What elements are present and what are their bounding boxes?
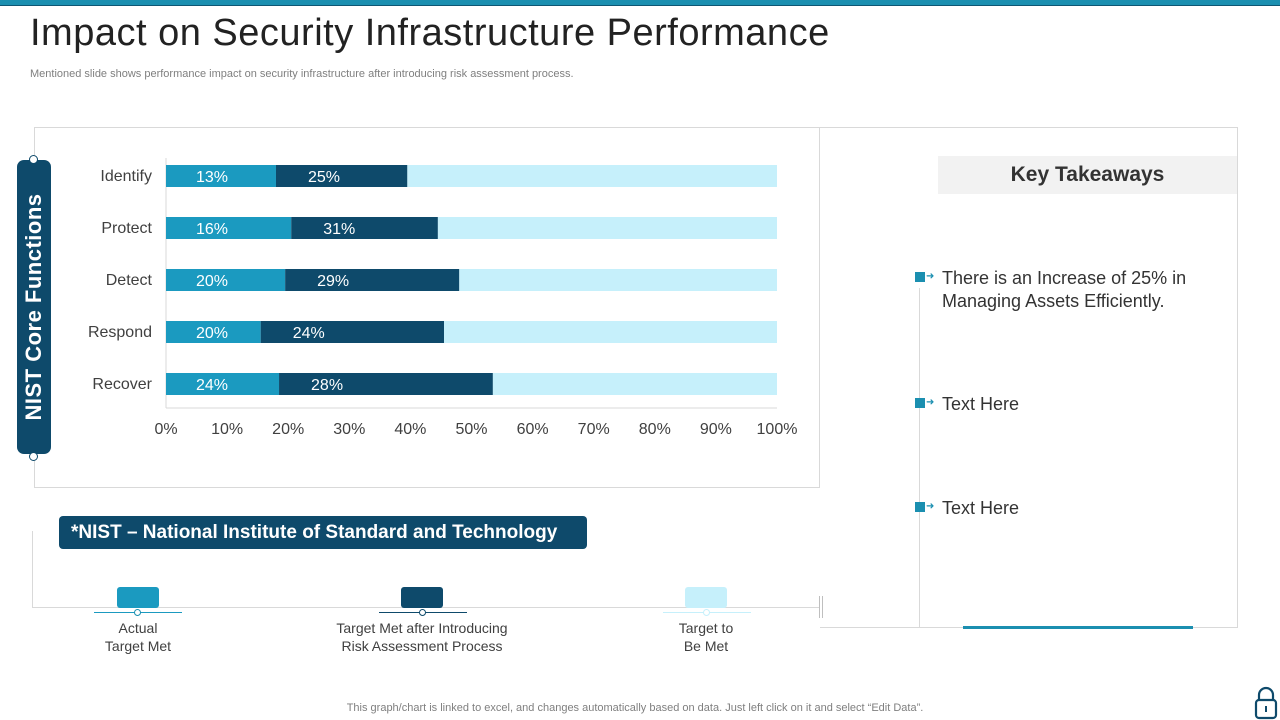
bar-segment xyxy=(166,321,261,343)
category-label: Detect xyxy=(106,272,153,289)
legend-label-target-line1: Target to xyxy=(678,620,734,636)
data-label: 16% xyxy=(196,221,228,238)
pill-bottom-dot xyxy=(29,452,38,461)
legend-label-actual: Actual Target Met xyxy=(58,619,218,655)
takeaway-item: ➜ There is an Increase of 25% in Managin… xyxy=(913,267,1212,313)
data-label: 25% xyxy=(308,169,340,186)
legend-swatch-target xyxy=(685,587,727,608)
arrow-bullet-icon: ➜ xyxy=(913,267,939,287)
takeaway-text: Text Here xyxy=(942,394,1020,414)
top-accent-rule xyxy=(0,0,1280,5)
bar-segment xyxy=(166,165,276,187)
legend-dot-actual xyxy=(134,609,141,616)
category-label: Recover xyxy=(92,376,152,393)
takeaway-text: There is an Increase of 25% in Managing … xyxy=(942,268,1187,311)
legend-label-after: Target Met after Introducing Risk Assess… xyxy=(312,619,532,655)
bar-segment xyxy=(166,373,280,395)
bar-segment xyxy=(291,217,438,239)
x-tick-label: 0% xyxy=(154,421,177,438)
bar-segment xyxy=(437,217,777,239)
data-label: 24% xyxy=(196,377,228,394)
key-takeaways-header: Key Takeaways xyxy=(938,156,1237,194)
arrow-bullet-icon: ➜ xyxy=(913,393,939,413)
legend-dot-after xyxy=(419,609,426,616)
legend-label-target-line2: Be Met xyxy=(683,638,729,654)
nist-definition-banner: *NIST – National Institute of Standard a… xyxy=(59,516,587,549)
legend-label-target: Target to Be Met xyxy=(626,619,786,655)
legend-dot-target xyxy=(703,609,710,616)
bar-segment xyxy=(285,269,460,291)
x-tick-label: 80% xyxy=(639,421,671,438)
takeaway-text: Text Here xyxy=(942,498,1020,518)
footer-note: This graph/chart is linked to excel, and… xyxy=(0,702,1280,714)
x-tick-label: 90% xyxy=(700,421,732,438)
arrow-bullet-icon: ➜ xyxy=(913,497,939,517)
takeaway-item: ➜ Text Here xyxy=(913,497,1212,520)
category-label: Identify xyxy=(100,168,152,185)
legend-connector-vertical xyxy=(32,531,33,607)
pill-top-dot xyxy=(29,155,38,164)
bar-segment xyxy=(279,373,493,395)
x-tick-label: 60% xyxy=(517,421,549,438)
side-label-pill xyxy=(17,160,51,454)
bar-segment xyxy=(166,217,292,239)
takeaways-frame-left xyxy=(919,288,920,628)
bar-segment xyxy=(260,321,445,343)
legend-label-after-line2: Risk Assessment Process xyxy=(341,638,503,654)
category-label: Protect xyxy=(101,220,152,237)
data-label: 20% xyxy=(196,273,228,290)
legend-baseline-end xyxy=(819,596,820,618)
page-subtitle: Mentioned slide shows performance impact… xyxy=(30,68,574,80)
bar-segment xyxy=(492,373,777,395)
top-accent-rule-dark xyxy=(0,5,1280,6)
bar-segment xyxy=(459,269,777,291)
bar-segment xyxy=(166,269,286,291)
x-tick-label: 10% xyxy=(211,421,243,438)
takeaway-item: ➜ Text Here xyxy=(913,393,1212,416)
takeaways-frame xyxy=(820,127,1238,628)
data-label: 28% xyxy=(311,377,343,394)
x-tick-label: 20% xyxy=(272,421,304,438)
legend-swatch-after xyxy=(401,587,443,608)
x-tick-label: 100% xyxy=(757,421,798,438)
legend-label-actual-line2: Target Met xyxy=(104,638,172,654)
bar-segment xyxy=(407,165,777,187)
data-label: 24% xyxy=(293,325,325,342)
data-label: 20% xyxy=(196,325,228,342)
x-tick-label: 40% xyxy=(394,421,426,438)
takeaways-accent-bar xyxy=(963,626,1193,629)
data-label: 13% xyxy=(196,169,228,186)
x-tick-label: 30% xyxy=(333,421,365,438)
legend-label-after-line1: Target Met after Introducing xyxy=(336,620,508,636)
x-tick-label: 50% xyxy=(455,421,487,438)
bar-chart[interactable]: Identify 13% 25% Protect 16% 31% Detect 20% 29% R… xyxy=(0,0,820,470)
bar-segment xyxy=(444,321,777,343)
category-label: Respond xyxy=(88,324,152,341)
data-label: 29% xyxy=(317,273,349,290)
side-label: NIST Core Functions xyxy=(21,193,46,421)
lock-icon[interactable] xyxy=(1253,686,1279,720)
legend-label-actual-line1: Actual xyxy=(118,620,158,636)
x-tick-label: 70% xyxy=(578,421,610,438)
bar-segment xyxy=(275,165,408,187)
legend-swatch-actual xyxy=(117,587,159,608)
data-label: 31% xyxy=(323,221,355,238)
page-title: Impact on Security Infrastructure Perfor… xyxy=(30,12,830,54)
legend-baseline-end-2 xyxy=(822,596,823,618)
footer-text: This graph/chart is linked to excel, and… xyxy=(346,702,924,714)
